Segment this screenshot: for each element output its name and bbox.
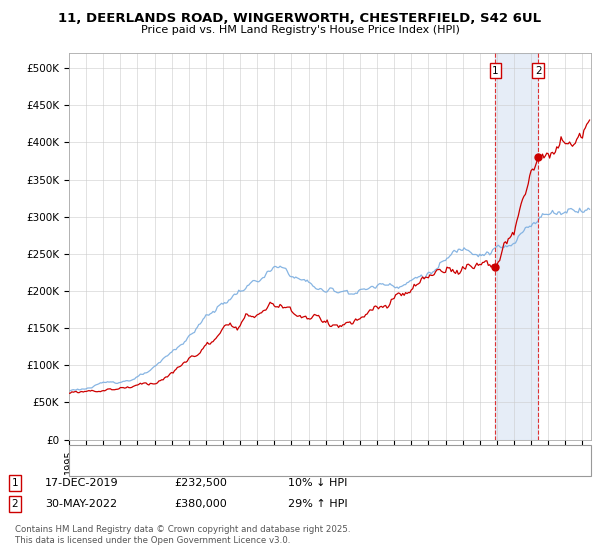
Text: 29% ↑ HPI: 29% ↑ HPI (288, 499, 347, 509)
Text: ——: —— (78, 463, 91, 473)
Text: 2: 2 (535, 66, 542, 76)
Text: 30-MAY-2022: 30-MAY-2022 (45, 499, 117, 509)
Text: 10% ↓ HPI: 10% ↓ HPI (288, 478, 347, 488)
Text: 17-DEC-2019: 17-DEC-2019 (45, 478, 119, 488)
Text: £380,000: £380,000 (174, 499, 227, 509)
Text: 11, DEERLANDS ROAD, WINGERWORTH, CHESTERFIELD, S42 6UL: 11, DEERLANDS ROAD, WINGERWORTH, CHESTER… (58, 12, 542, 25)
Text: 11, DEERLANDS ROAD, WINGERWORTH, CHESTERFIELD, S42 6UL (detached house): 11, DEERLANDS ROAD, WINGERWORTH, CHESTER… (102, 447, 511, 457)
Text: £232,500: £232,500 (174, 478, 227, 488)
Text: 2: 2 (11, 499, 19, 509)
Text: Price paid vs. HM Land Registry's House Price Index (HPI): Price paid vs. HM Land Registry's House … (140, 25, 460, 35)
Bar (496, 53, 538, 440)
Text: 1: 1 (11, 478, 19, 488)
Text: HPI: Average price, detached house, North East Derbyshire: HPI: Average price, detached house, Nort… (102, 463, 391, 473)
Text: 1: 1 (492, 66, 499, 76)
Text: Contains HM Land Registry data © Crown copyright and database right 2025.
This d: Contains HM Land Registry data © Crown c… (15, 525, 350, 545)
Text: ——: —— (78, 447, 91, 457)
